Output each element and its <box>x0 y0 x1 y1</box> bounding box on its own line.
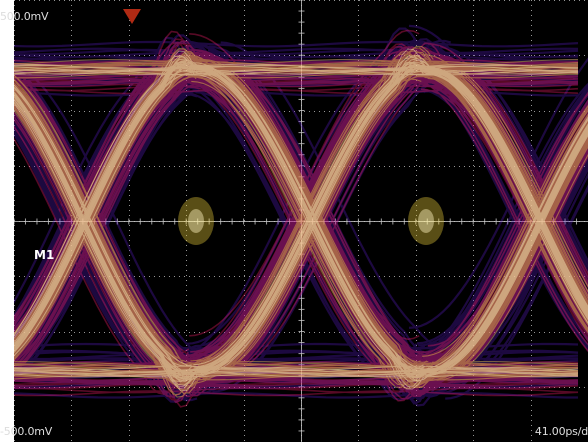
left-margin <box>0 0 14 442</box>
trigger-position-marker-icon[interactable] <box>123 9 141 24</box>
trace-layer <box>14 45 588 398</box>
timebase-readout: 41.00ps/d <box>534 425 588 438</box>
trace-layer <box>14 24 588 407</box>
trace-layer <box>14 29 588 408</box>
math-channel-label[interactable]: M1 <box>34 248 55 262</box>
trace-layer <box>14 48 588 392</box>
top-voltage-readout: 500.0mV <box>0 10 49 23</box>
waveform-screen[interactable] <box>14 0 588 442</box>
bottom-voltage-readout: -500.0mV <box>0 425 53 438</box>
eye-diagram <box>14 0 588 442</box>
graticule <box>14 0 588 442</box>
crossing-glow <box>178 197 444 245</box>
eye-traces <box>14 24 588 408</box>
